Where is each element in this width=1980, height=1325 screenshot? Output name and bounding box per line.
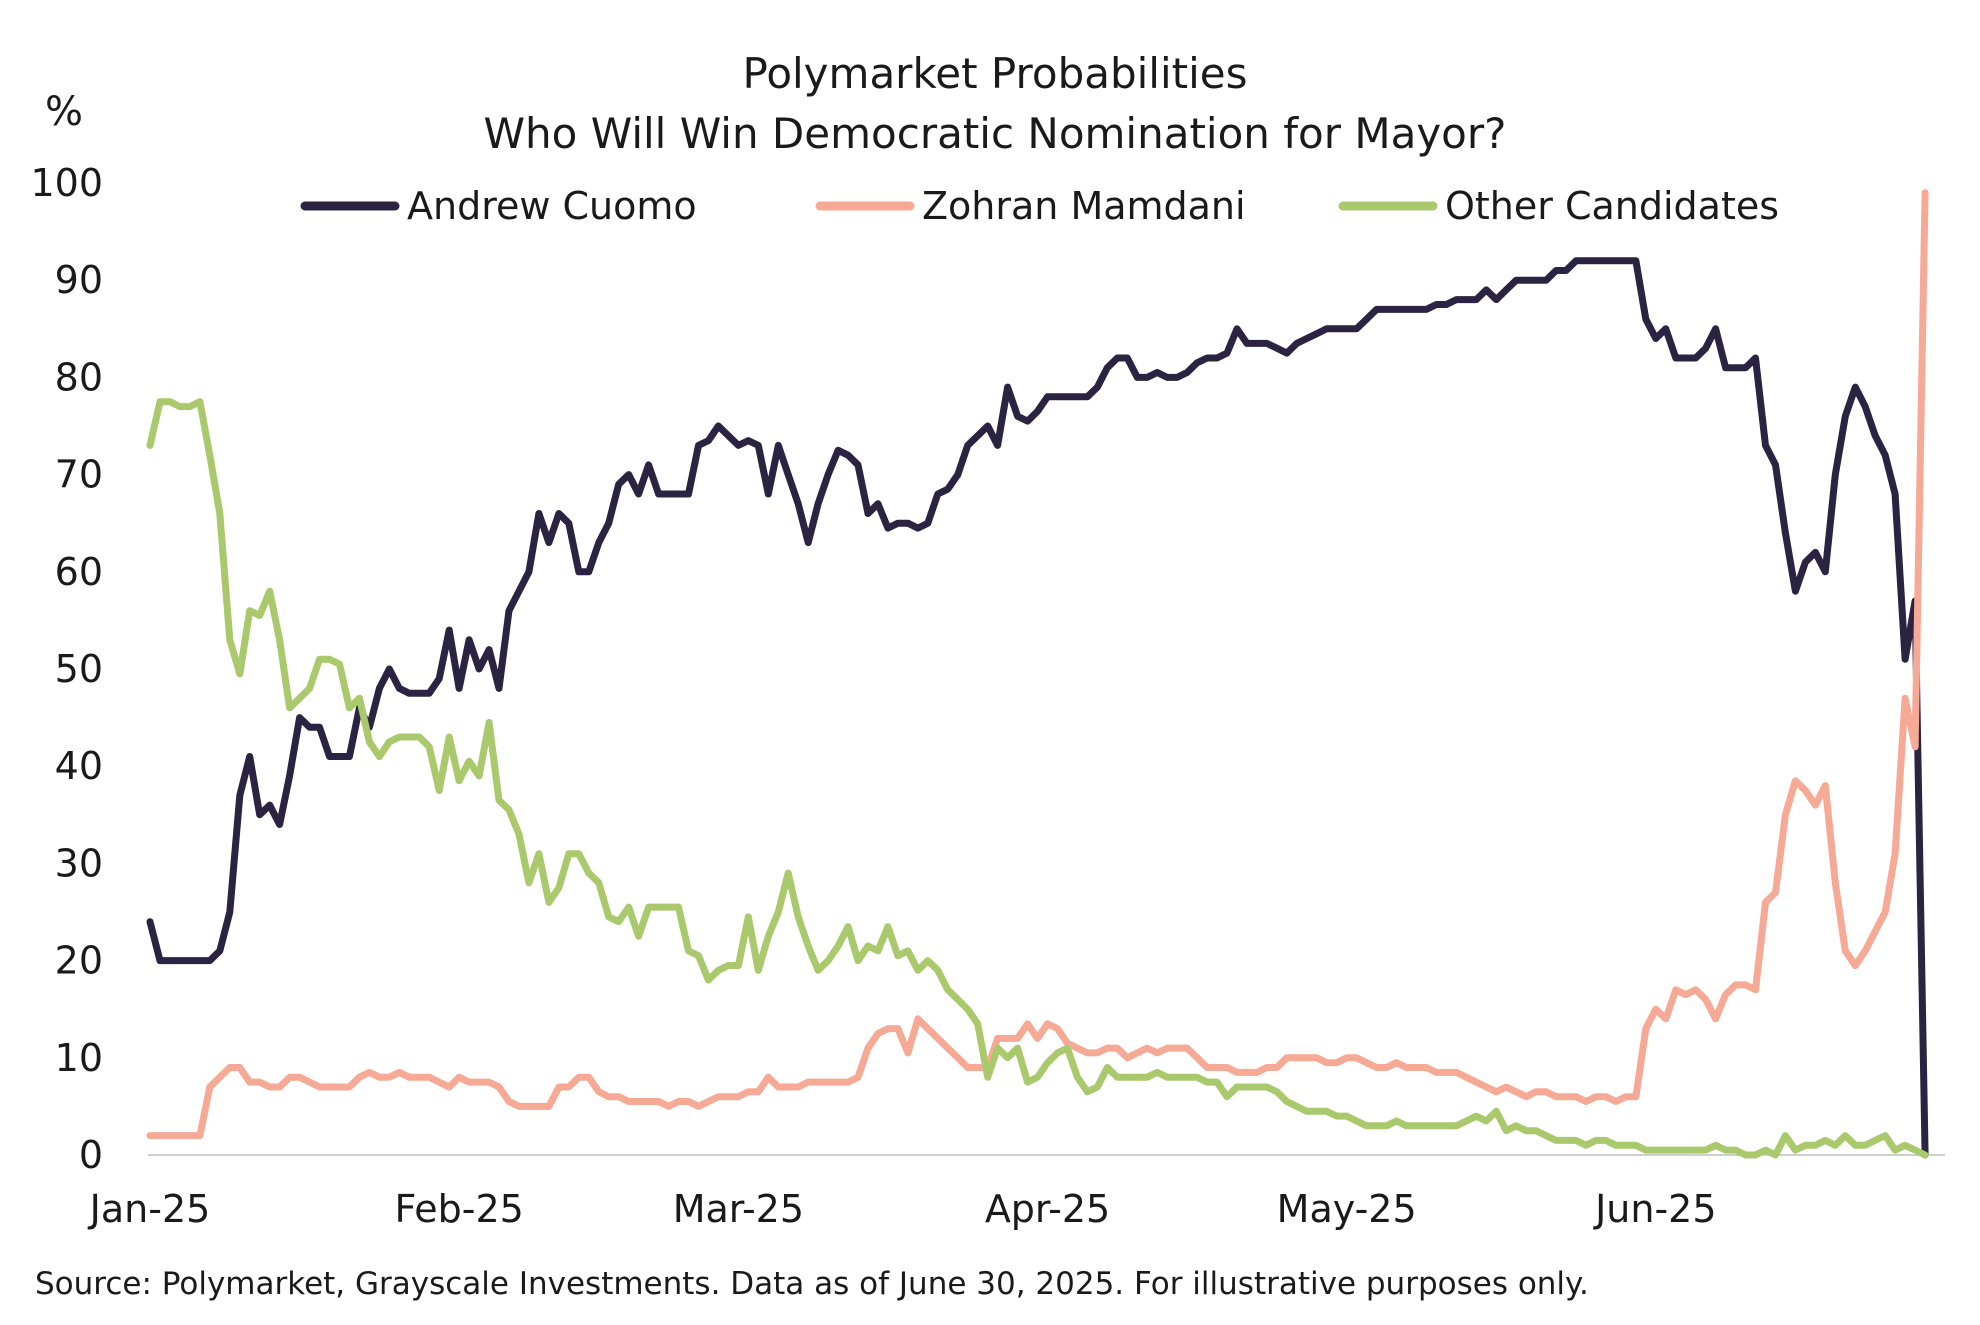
- series-line-zohran-mamdani: [146, 189, 1929, 1140]
- legend-label: Other Candidates: [1445, 184, 1779, 228]
- legend-label: Zohran Mamdani: [922, 184, 1246, 228]
- y-axis-ticks: 0 10 20 30 40 50 60 70 80 90 100: [30, 161, 103, 1177]
- x-tick-label: Mar-25: [673, 1187, 804, 1231]
- y-tick-label: 0: [79, 1133, 103, 1177]
- x-tick-label: Jun-25: [1593, 1187, 1716, 1231]
- y-tick-label: 50: [55, 647, 103, 691]
- y-tick-label: 90: [55, 258, 103, 302]
- y-tick-label: 60: [55, 550, 103, 594]
- y-tick-label: 40: [55, 744, 103, 788]
- y-tick-label: 100: [30, 161, 103, 205]
- series-line-andrew-cuomo: [146, 257, 1929, 1159]
- x-tick-label: Apr-25: [985, 1187, 1110, 1231]
- y-tick-label: 80: [55, 355, 103, 399]
- series-line-other-candidates: [146, 398, 1929, 1159]
- x-tick-label: May-25: [1277, 1187, 1417, 1231]
- y-axis-unit-label: %: [45, 89, 83, 135]
- source-note: Source: Polymarket, Grayscale Investment…: [35, 1266, 1589, 1302]
- x-tick-label: Feb-25: [394, 1187, 523, 1231]
- x-tick-label: Jan-25: [88, 1187, 211, 1231]
- legend: Andrew Cuomo Zohran Mamdani Other Candidat…: [300, 184, 1779, 228]
- y-tick-label: 70: [55, 453, 103, 497]
- legend-label: Andrew Cuomo: [407, 184, 697, 228]
- y-tick-label: 20: [55, 939, 103, 983]
- y-tick-label: 10: [55, 1036, 103, 1080]
- chart-subtitle: Who Will Win Democratic Nomination for M…: [484, 109, 1507, 158]
- y-tick-label: 30: [55, 841, 103, 885]
- series-lines: [146, 189, 1929, 1159]
- chart-title: Polymarket Probabilities: [742, 49, 1247, 98]
- x-axis-ticks: Jan-25 Feb-25 Mar-25 Apr-25 May-25 Jun-25: [88, 1187, 1717, 1231]
